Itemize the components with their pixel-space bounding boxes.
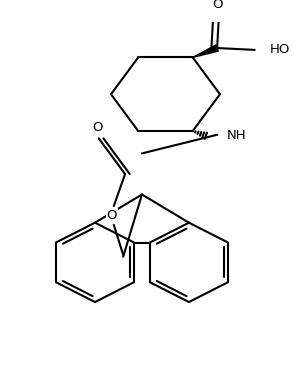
Text: O: O: [93, 121, 103, 134]
Polygon shape: [193, 45, 218, 58]
Text: NH: NH: [226, 129, 246, 142]
Text: O: O: [212, 0, 222, 11]
Text: HO: HO: [270, 43, 290, 56]
Text: O: O: [107, 209, 117, 222]
